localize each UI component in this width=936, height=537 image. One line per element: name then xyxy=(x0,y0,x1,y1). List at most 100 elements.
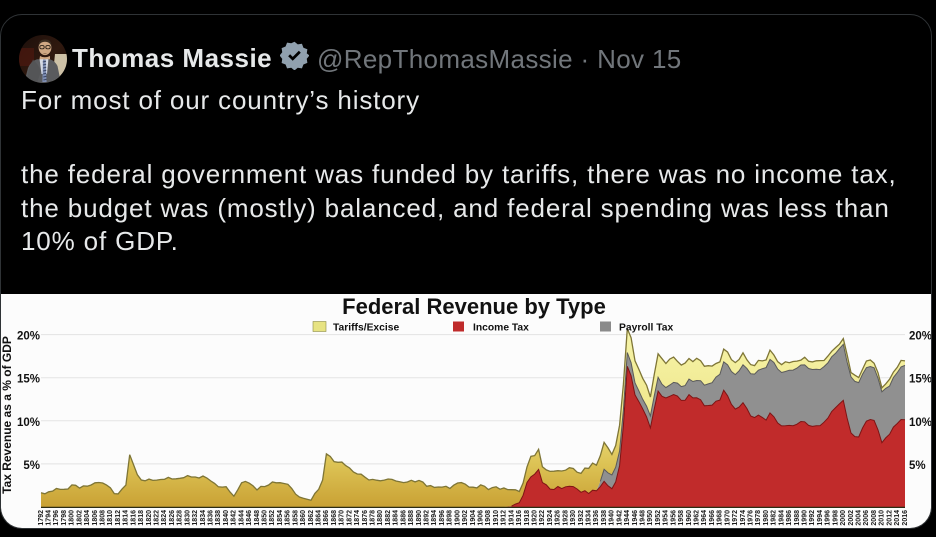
svg-text:1896: 1896 xyxy=(439,510,446,526)
svg-text:1936: 1936 xyxy=(593,510,600,526)
svg-text:1918: 1918 xyxy=(524,510,531,526)
svg-text:1998: 1998 xyxy=(832,510,839,526)
svg-text:15%: 15% xyxy=(909,374,932,386)
svg-text:2014: 2014 xyxy=(894,510,901,526)
svg-text:1824: 1824 xyxy=(161,510,168,526)
svg-text:1900: 1900 xyxy=(454,510,461,526)
svg-text:1952: 1952 xyxy=(655,510,662,526)
svg-text:1958: 1958 xyxy=(678,510,685,526)
svg-text:1864: 1864 xyxy=(316,510,323,526)
svg-text:2004: 2004 xyxy=(856,510,863,526)
svg-text:1960: 1960 xyxy=(686,510,693,526)
svg-text:1876: 1876 xyxy=(362,510,369,526)
svg-text:1978: 1978 xyxy=(755,510,762,526)
svg-text:1808: 1808 xyxy=(100,510,107,526)
svg-text:1846: 1846 xyxy=(246,510,253,526)
svg-text:1818: 1818 xyxy=(138,510,145,526)
svg-text:1986: 1986 xyxy=(786,510,793,526)
svg-text:2012: 2012 xyxy=(886,510,893,526)
svg-text:1868: 1868 xyxy=(331,510,338,526)
svg-text:15%: 15% xyxy=(17,374,40,386)
svg-text:1932: 1932 xyxy=(578,510,585,526)
svg-text:1924: 1924 xyxy=(547,510,554,526)
svg-text:1858: 1858 xyxy=(292,510,299,526)
svg-text:1800: 1800 xyxy=(69,510,76,526)
svg-text:1792: 1792 xyxy=(38,510,45,526)
svg-text:2002: 2002 xyxy=(848,510,855,526)
svg-text:1802: 1802 xyxy=(76,510,83,526)
svg-text:1944: 1944 xyxy=(624,510,631,526)
svg-text:5%: 5% xyxy=(23,460,40,472)
svg-text:1912: 1912 xyxy=(501,510,508,526)
svg-text:Tariffs/Excise: Tariffs/Excise xyxy=(333,323,399,334)
svg-text:1870: 1870 xyxy=(339,510,346,526)
svg-text:1884: 1884 xyxy=(393,510,400,526)
svg-text:1860: 1860 xyxy=(300,510,307,526)
svg-text:1898: 1898 xyxy=(447,510,454,526)
svg-text:1946: 1946 xyxy=(632,510,639,526)
svg-text:2010: 2010 xyxy=(879,510,886,526)
svg-text:1934: 1934 xyxy=(586,510,593,526)
svg-text:1974: 1974 xyxy=(740,510,747,526)
svg-text:1976: 1976 xyxy=(748,510,755,526)
svg-text:5%: 5% xyxy=(909,460,926,472)
svg-text:1822: 1822 xyxy=(154,510,161,526)
svg-text:1926: 1926 xyxy=(555,510,562,526)
svg-text:1812: 1812 xyxy=(115,510,122,526)
svg-text:1882: 1882 xyxy=(385,510,392,526)
svg-text:1798: 1798 xyxy=(61,510,68,526)
svg-text:1962: 1962 xyxy=(694,510,701,526)
svg-text:1920: 1920 xyxy=(532,510,539,526)
svg-text:Federal Revenue by Type: Federal Revenue by Type xyxy=(342,294,606,319)
svg-text:1828: 1828 xyxy=(177,510,184,526)
svg-text:1950: 1950 xyxy=(647,510,654,526)
svg-text:1914: 1914 xyxy=(508,510,515,526)
svg-text:1862: 1862 xyxy=(308,510,315,526)
svg-text:1886: 1886 xyxy=(400,510,407,526)
svg-text:Income Tax: Income Tax xyxy=(473,323,529,334)
svg-text:1982: 1982 xyxy=(771,510,778,526)
svg-text:1810: 1810 xyxy=(107,510,114,526)
svg-text:1806: 1806 xyxy=(92,510,99,526)
svg-text:20%: 20% xyxy=(17,331,40,343)
svg-text:1796: 1796 xyxy=(53,510,60,526)
svg-text:1848: 1848 xyxy=(254,510,261,526)
svg-text:1830: 1830 xyxy=(184,510,191,526)
svg-text:1836: 1836 xyxy=(208,510,215,526)
svg-text:1940: 1940 xyxy=(609,510,616,526)
svg-text:1794: 1794 xyxy=(46,510,53,526)
svg-text:2008: 2008 xyxy=(871,510,878,526)
svg-text:2016: 2016 xyxy=(902,510,909,526)
svg-text:1878: 1878 xyxy=(370,510,377,526)
svg-text:1816: 1816 xyxy=(130,510,137,526)
svg-text:1992: 1992 xyxy=(809,510,816,526)
svg-text:1942: 1942 xyxy=(616,510,623,526)
svg-text:1804: 1804 xyxy=(84,510,91,526)
svg-text:1906: 1906 xyxy=(478,510,485,526)
svg-text:1928: 1928 xyxy=(562,510,569,526)
svg-text:10%: 10% xyxy=(17,417,40,429)
svg-text:2000: 2000 xyxy=(840,510,847,526)
svg-text:1916: 1916 xyxy=(516,510,523,526)
svg-text:1838: 1838 xyxy=(215,510,222,526)
svg-text:1966: 1966 xyxy=(709,510,716,526)
svg-text:1890: 1890 xyxy=(416,510,423,526)
svg-text:1972: 1972 xyxy=(732,510,739,526)
svg-text:1888: 1888 xyxy=(408,510,415,526)
svg-text:1852: 1852 xyxy=(269,510,276,526)
svg-text:1844: 1844 xyxy=(238,510,245,526)
svg-text:1954: 1954 xyxy=(663,510,670,526)
svg-text:1834: 1834 xyxy=(200,510,207,526)
svg-text:1980: 1980 xyxy=(763,510,770,526)
svg-text:1842: 1842 xyxy=(231,510,238,526)
svg-text:1814: 1814 xyxy=(123,510,130,526)
svg-text:1908: 1908 xyxy=(485,510,492,526)
svg-text:1866: 1866 xyxy=(323,510,330,526)
svg-text:1996: 1996 xyxy=(825,510,832,526)
svg-text:Payroll Tax: Payroll Tax xyxy=(619,323,673,334)
svg-text:1922: 1922 xyxy=(539,510,546,526)
svg-text:1930: 1930 xyxy=(570,510,577,526)
svg-text:1990: 1990 xyxy=(802,510,809,526)
svg-text:1832: 1832 xyxy=(192,510,199,526)
svg-text:1964: 1964 xyxy=(701,510,708,526)
